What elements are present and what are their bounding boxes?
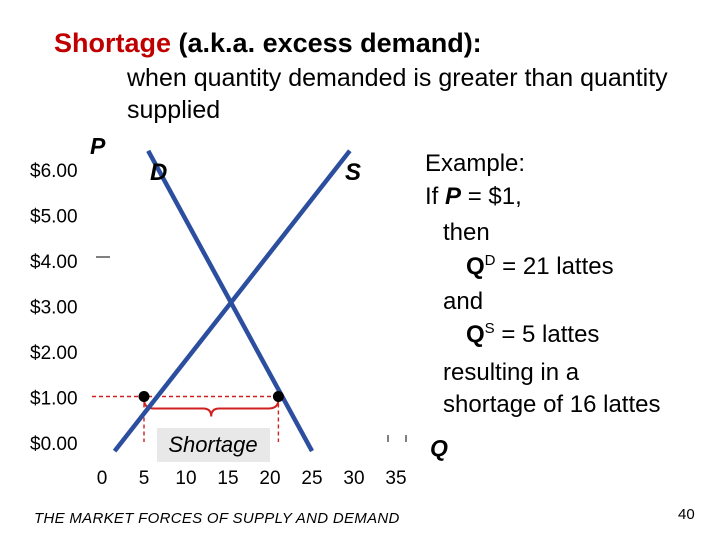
y-tick-label: $5.00 <box>30 207 78 228</box>
y-tick-label: $0.00 <box>30 434 78 455</box>
y-tick-label: $3.00 <box>30 298 78 319</box>
equilibrium-point <box>138 391 150 402</box>
curve-s <box>112 149 352 453</box>
x-axis-title: Q <box>430 435 448 461</box>
x-tick-label: 0 <box>97 468 108 489</box>
slide-title: Shortage (a.k.a. excess demand): <box>54 28 482 59</box>
equilibrium-point <box>272 391 284 402</box>
title-rest: (a.k.a. excess demand): <box>171 28 482 58</box>
y-tick-label: $1.00 <box>30 389 78 410</box>
x-tick-label: 25 <box>301 468 322 489</box>
points-layer <box>138 391 284 402</box>
y-tick-label: $6.00 <box>30 161 78 182</box>
x-tick-label: 5 <box>139 468 150 489</box>
x-tick-label: 10 <box>175 468 196 489</box>
shortage-label: Shortage <box>168 432 257 457</box>
y-tick-label: $4.00 <box>30 252 78 273</box>
x-tick-label: 15 <box>217 468 238 489</box>
curve-label-d: D <box>150 159 167 186</box>
curve-label-s: S <box>345 159 361 186</box>
guides-layer <box>92 395 280 442</box>
slide-number: 40 <box>678 506 695 523</box>
footer-text: THE MARKET FORCES OF SUPPLY AND DEMAND <box>34 510 400 527</box>
y-tick-label: $2.00 <box>30 343 78 364</box>
axis-labels-layer: $6.00 $5.00 $4.00 $3.00 $2.00 $1.00 $0.00 0 5 10 1… <box>30 133 448 489</box>
subtitle: when quantity demanded is greater than q… <box>127 64 668 124</box>
x-tick-label: 35 <box>385 468 406 489</box>
y-axis-title: P <box>90 133 106 159</box>
title-highlight: Shortage <box>54 28 172 58</box>
shortage-label-box <box>157 428 270 462</box>
x-tick-label: 30 <box>343 468 364 489</box>
curves-layer <box>112 149 352 453</box>
x-tick-label: 20 <box>259 468 280 489</box>
shortage-annotation: Shortage <box>157 428 270 462</box>
shortage-brace <box>143 399 280 417</box>
